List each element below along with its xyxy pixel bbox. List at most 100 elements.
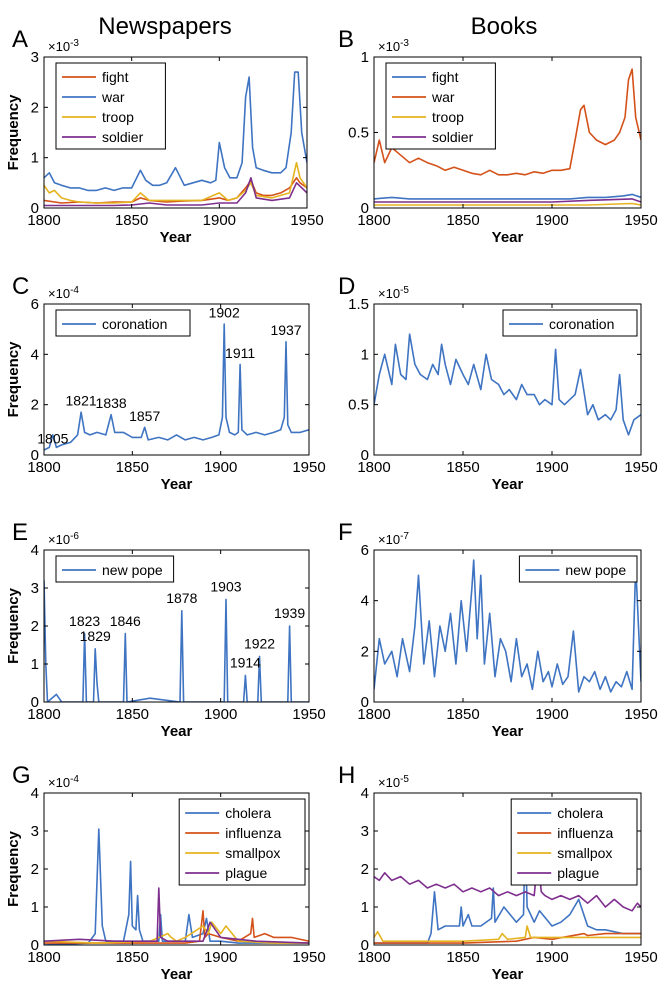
x-tick-label: 1850 — [446, 949, 479, 966]
series-group — [44, 323, 309, 451]
y-tick-label: 4 — [31, 346, 39, 363]
legend-entry: cholera — [557, 805, 603, 821]
legend-box — [518, 555, 638, 583]
x-tick-label: 1850 — [446, 459, 479, 476]
peak-annotation: 1878 — [166, 590, 197, 606]
x-tick-label: 1950 — [290, 212, 323, 229]
legend: fight war troop soldier — [385, 62, 496, 150]
x-tick-label: 1800 — [357, 706, 390, 723]
x-tick-label: 1900 — [535, 949, 568, 966]
y-exponent-label: ×10-4 — [48, 285, 79, 301]
y-tick-label: 3 — [31, 823, 39, 840]
y-tick-label: 1 — [361, 346, 369, 363]
x-tick-label: 1900 — [535, 706, 568, 723]
y-axis-label: Frequency — [5, 830, 22, 907]
series-line-smallpox — [374, 925, 641, 942]
x-tick-label: 1800 — [27, 706, 60, 723]
series-line-plague — [374, 856, 641, 912]
legend: new pope — [518, 555, 638, 583]
y-tick-label: 0 — [31, 447, 39, 464]
panel-f: F 1800 1850 1900 1950 0 2 4 6 ×10-7 Year new pope — [338, 519, 658, 740]
x-tick-label: 1850 — [446, 212, 479, 229]
legend-entry: cholera — [225, 805, 271, 821]
y-tick-label: 3 — [31, 580, 39, 597]
legend: fight war troop soldier — [55, 62, 166, 150]
y-tick-label: 2 — [31, 618, 39, 635]
y-tick-label: 4 — [361, 785, 369, 802]
panel-label: G — [12, 762, 31, 789]
y-tick-label: 4 — [361, 593, 369, 610]
y-exponent-value: -7 — [400, 531, 409, 542]
x-axis-label: Year — [492, 966, 524, 983]
x-tick-label: 1900 — [535, 459, 568, 476]
x-tick-label: 1800 — [27, 459, 60, 476]
peak-annotation: 1838 — [96, 395, 127, 411]
y-exponent-label: ×10-3 — [48, 38, 79, 54]
x-tick-label: 1900 — [204, 459, 237, 476]
legend-entry: new pope — [102, 562, 163, 578]
series-line-coronation — [374, 333, 641, 436]
y-tick-label: 2 — [361, 861, 369, 878]
y-tick-label: 0 — [361, 447, 369, 464]
legend: new pope — [55, 555, 175, 583]
plot-frame — [43, 303, 310, 456]
series-line-cholera — [44, 828, 309, 945]
series-line-plague — [44, 887, 309, 944]
legend: cholera influenza smallpox plague — [510, 798, 638, 886]
x-tick-label: 1950 — [624, 949, 657, 966]
y-tick-label: 4 — [31, 785, 39, 802]
x-tick-label: 1900 — [204, 949, 237, 966]
legend-entry: smallpox — [557, 845, 612, 861]
y-tick-label: 0.5 — [348, 397, 369, 414]
series-group — [44, 71, 307, 207]
series-group — [374, 333, 641, 436]
series-line-war — [374, 68, 641, 176]
y-exponent-value: -4 — [70, 774, 79, 785]
x-tick-label: 1900 — [203, 212, 236, 229]
y-tick-label: 2 — [361, 643, 369, 660]
x-tick-label: 1800 — [357, 459, 390, 476]
panel-c: C 1800 1850 1900 1950 0 2 4 6 ×10-4 Year Frequency c… — [5, 273, 326, 493]
x-axis-label: Year — [492, 723, 524, 740]
series-line-troop — [374, 202, 641, 206]
y-tick-label: 0 — [361, 937, 369, 954]
peak-annotation: 1914 — [230, 655, 261, 671]
series-line-troop — [44, 161, 307, 204]
x-tick-label: 1850 — [116, 459, 149, 476]
y-tick-label: 1.5 — [348, 296, 369, 313]
x-tick-label: 1850 — [446, 706, 479, 723]
y-exponent-value: -3 — [400, 38, 409, 49]
legend-entry: influenza — [225, 825, 281, 841]
y-exponent-value: -5 — [400, 285, 409, 296]
y-tick-label: 6 — [361, 542, 369, 559]
x-tick-label: 1900 — [535, 212, 568, 229]
y-tick-label: 0 — [361, 694, 369, 711]
y-exponent-value: -3 — [70, 38, 79, 49]
x-axis-label: Year — [161, 476, 193, 493]
panel-e: E 1800 1850 1900 1950 0 1 2 3 4 ×10-6 Year Frequency… — [5, 519, 326, 740]
series-line-smallpox — [44, 921, 309, 944]
x-axis-label: Year — [160, 229, 192, 246]
panel-a: A 1800 1850 1900 1950 0 1 2 3 ×10-3 Year Frequency f… — [5, 26, 324, 246]
series-group — [374, 830, 641, 944]
panel-label: A — [12, 26, 28, 53]
legend-box — [502, 309, 638, 337]
x-tick-label: 1850 — [116, 706, 149, 723]
peak-annotation: 1902 — [209, 305, 240, 321]
legend: coronation — [55, 309, 191, 337]
y-tick-label: 1 — [361, 49, 369, 66]
y-tick-label: 2 — [31, 861, 39, 878]
series-line-fight — [44, 177, 307, 204]
x-tick-label: 1950 — [292, 949, 325, 966]
panel-label: H — [338, 762, 355, 789]
legend-entry: plague — [557, 865, 599, 881]
legend-entry: fight — [102, 69, 129, 85]
legend-entry: plague — [225, 865, 267, 881]
peak-annotation: 1922 — [244, 636, 275, 652]
panel-label: C — [12, 273, 29, 300]
y-tick-label: 3 — [31, 49, 39, 66]
legend-entry: fight — [432, 69, 459, 85]
y-exponent-label: ×10-5 — [378, 285, 409, 301]
x-tick-label: 1850 — [116, 949, 149, 966]
legend-entry: influenza — [557, 825, 613, 841]
